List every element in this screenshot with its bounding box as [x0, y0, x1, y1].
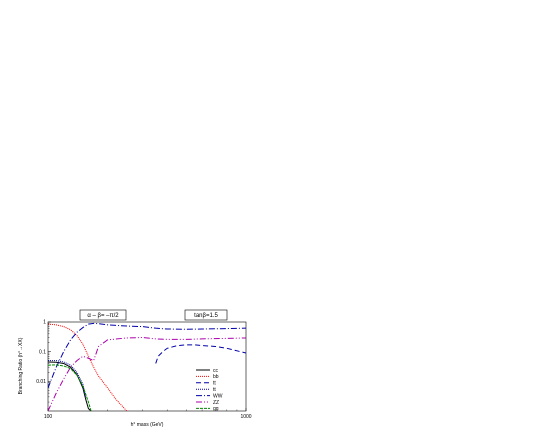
annotation-alpha-text: α – β= –π/2	[87, 313, 119, 319]
series-line-gg-6	[48, 364, 92, 411]
annotation-alpha-box	[79, 309, 127, 321]
y-axis-title: Branching Ratio (h°→XX)	[18, 337, 24, 394]
series-line-zz-5	[48, 337, 246, 411]
legend-label-5: ZZ	[213, 400, 219, 406]
legend-label-1: bb	[213, 374, 219, 380]
y-tick-label: 0.1	[39, 349, 46, 355]
series-line-ww-4	[48, 322, 246, 389]
series-line-tt-2	[155, 344, 246, 364]
legend-label-0: cc	[213, 368, 219, 374]
annotation-alpha: α – β= –π/2	[79, 309, 127, 321]
x-axis-title: h° mass (GeV)	[131, 422, 164, 428]
series-line-bb-1	[48, 323, 128, 411]
annotation-tanb: tanβ=1.5	[184, 309, 228, 321]
legend-label-4: WW	[213, 393, 223, 399]
y-tick-label: 1	[43, 320, 46, 326]
series-line-tt-3	[48, 360, 87, 397]
annotation-tanb-box	[184, 309, 228, 321]
annotation-tanb-text: tanβ=1.5	[194, 313, 218, 319]
legend-label-6: gg	[213, 406, 219, 412]
legend-label-2: tt	[213, 381, 216, 387]
y-tick-label: 0.01	[36, 379, 46, 385]
series-layer	[48, 322, 246, 411]
plot-frame	[47, 321, 247, 412]
x-tick-label: 100	[44, 414, 53, 420]
legend-label-3: tt	[213, 387, 216, 393]
x-tick-label: 1000	[240, 414, 251, 420]
